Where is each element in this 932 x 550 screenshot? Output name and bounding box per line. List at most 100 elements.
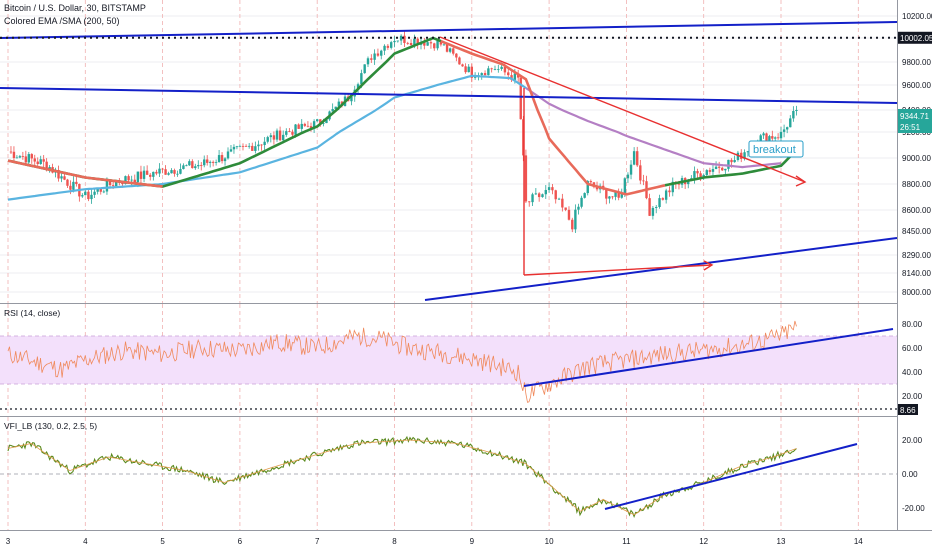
ema50-line xyxy=(664,153,794,187)
candle-body xyxy=(263,141,266,146)
candle-body xyxy=(229,149,233,152)
candle-body xyxy=(42,159,45,162)
candle-body xyxy=(331,109,334,112)
candle-body xyxy=(623,178,627,195)
candle-body xyxy=(730,159,733,163)
candle-body xyxy=(170,170,173,174)
candle-body xyxy=(223,158,227,162)
candle-body xyxy=(45,161,48,170)
trendline-drawings xyxy=(0,21,898,301)
candle-body xyxy=(161,168,164,170)
rsi-tick-label: 60.00 xyxy=(902,344,923,353)
candle-body xyxy=(655,207,658,208)
candle-body xyxy=(288,131,291,132)
candle-body xyxy=(12,151,16,158)
rsi-last-bg xyxy=(898,404,918,415)
candle-body xyxy=(127,176,130,181)
candle-body xyxy=(203,159,206,166)
candle-body xyxy=(789,118,792,128)
candle-body xyxy=(771,136,774,139)
candle-body xyxy=(608,196,611,199)
vfi-tick-label: 0.00 xyxy=(902,470,918,479)
candle-body xyxy=(574,209,577,230)
candle-body xyxy=(373,53,376,60)
time-tick-label: 10 xyxy=(545,537,554,546)
price-grid xyxy=(0,15,897,293)
price-axis[interactable]: 8000.00 8140.00 8290.00 8450.00 8600.00 8800.… xyxy=(898,12,932,297)
rsi-axis[interactable]: 20.00 40.00 60.00 80.00 8.66 xyxy=(898,320,923,415)
breakout-annotation: breakout xyxy=(748,140,804,158)
candle-body xyxy=(182,165,185,170)
candle-body xyxy=(455,53,458,58)
candle-body xyxy=(736,152,740,160)
candle-body xyxy=(356,84,360,90)
candle-body xyxy=(423,41,426,46)
candle-body xyxy=(185,165,188,167)
candle-body xyxy=(220,155,224,162)
time-tick-label: 13 xyxy=(777,537,786,546)
candle-body xyxy=(244,146,248,147)
candle-body xyxy=(217,155,221,163)
candle-body xyxy=(551,187,554,191)
candle-body xyxy=(241,145,245,147)
rsi-tick-label: 80.00 xyxy=(902,320,923,329)
candle-body xyxy=(528,201,531,203)
candle-body xyxy=(370,58,373,60)
candle-body xyxy=(102,191,106,193)
candle-body xyxy=(614,192,617,197)
candle-body xyxy=(226,151,230,159)
candle-body xyxy=(413,38,416,46)
candle-body xyxy=(497,68,500,70)
level-price-tag: 10002.05 xyxy=(898,31,932,44)
candle-body xyxy=(214,162,218,163)
candle-body xyxy=(269,135,273,138)
support-arrow xyxy=(703,260,714,271)
candle-body xyxy=(396,40,400,42)
candle-body xyxy=(524,155,528,202)
candle-body xyxy=(677,183,681,185)
candle-body xyxy=(513,73,517,80)
candle-body xyxy=(235,146,239,148)
candle-body xyxy=(33,158,36,162)
candle-body xyxy=(436,40,439,49)
last-price-tag: 9344.71 26:51 xyxy=(898,109,932,133)
candle-body xyxy=(389,42,393,48)
candle-body xyxy=(642,180,645,182)
price-tick-label: 8600.00 xyxy=(902,206,931,215)
price-tick-label: 10200.00 xyxy=(902,12,932,21)
candle-body xyxy=(461,64,464,67)
candle-body xyxy=(139,171,143,179)
candle-body xyxy=(487,68,490,76)
ema50-line xyxy=(440,39,666,196)
level-tag-bg xyxy=(898,31,932,44)
candle-body xyxy=(705,170,708,175)
vfi-axis[interactable]: -20.00 0.00 20.00 xyxy=(902,436,925,513)
candle-body xyxy=(493,69,497,70)
candle-body xyxy=(281,134,285,141)
candle-body xyxy=(383,45,386,51)
time-axis[interactable]: 3 4 5 6 7 8 9 10 11 12 13 14 xyxy=(6,537,864,546)
candle-body xyxy=(257,144,260,147)
candle-body xyxy=(306,125,310,127)
candle-body xyxy=(312,121,316,129)
rsi-tick-label: 20.00 xyxy=(902,392,923,401)
candle-body xyxy=(500,66,503,69)
vfi-series xyxy=(7,435,858,519)
overlay-label: Colored EMA /SMA (200, 50) xyxy=(4,16,120,26)
candle-body xyxy=(66,179,69,186)
candle-body xyxy=(605,189,608,199)
candle-body xyxy=(155,171,158,174)
candle-body xyxy=(503,66,507,73)
candle-body xyxy=(105,180,109,192)
candle-body xyxy=(205,159,209,163)
candle-body xyxy=(765,133,768,143)
candle-body xyxy=(93,191,96,195)
candle-body xyxy=(671,181,674,193)
candle-body xyxy=(247,145,251,147)
candle-body xyxy=(403,35,406,43)
sma200-line xyxy=(525,87,782,169)
candle-body xyxy=(687,180,690,185)
candle-body xyxy=(564,207,567,210)
time-tick-label: 3 xyxy=(6,537,11,546)
